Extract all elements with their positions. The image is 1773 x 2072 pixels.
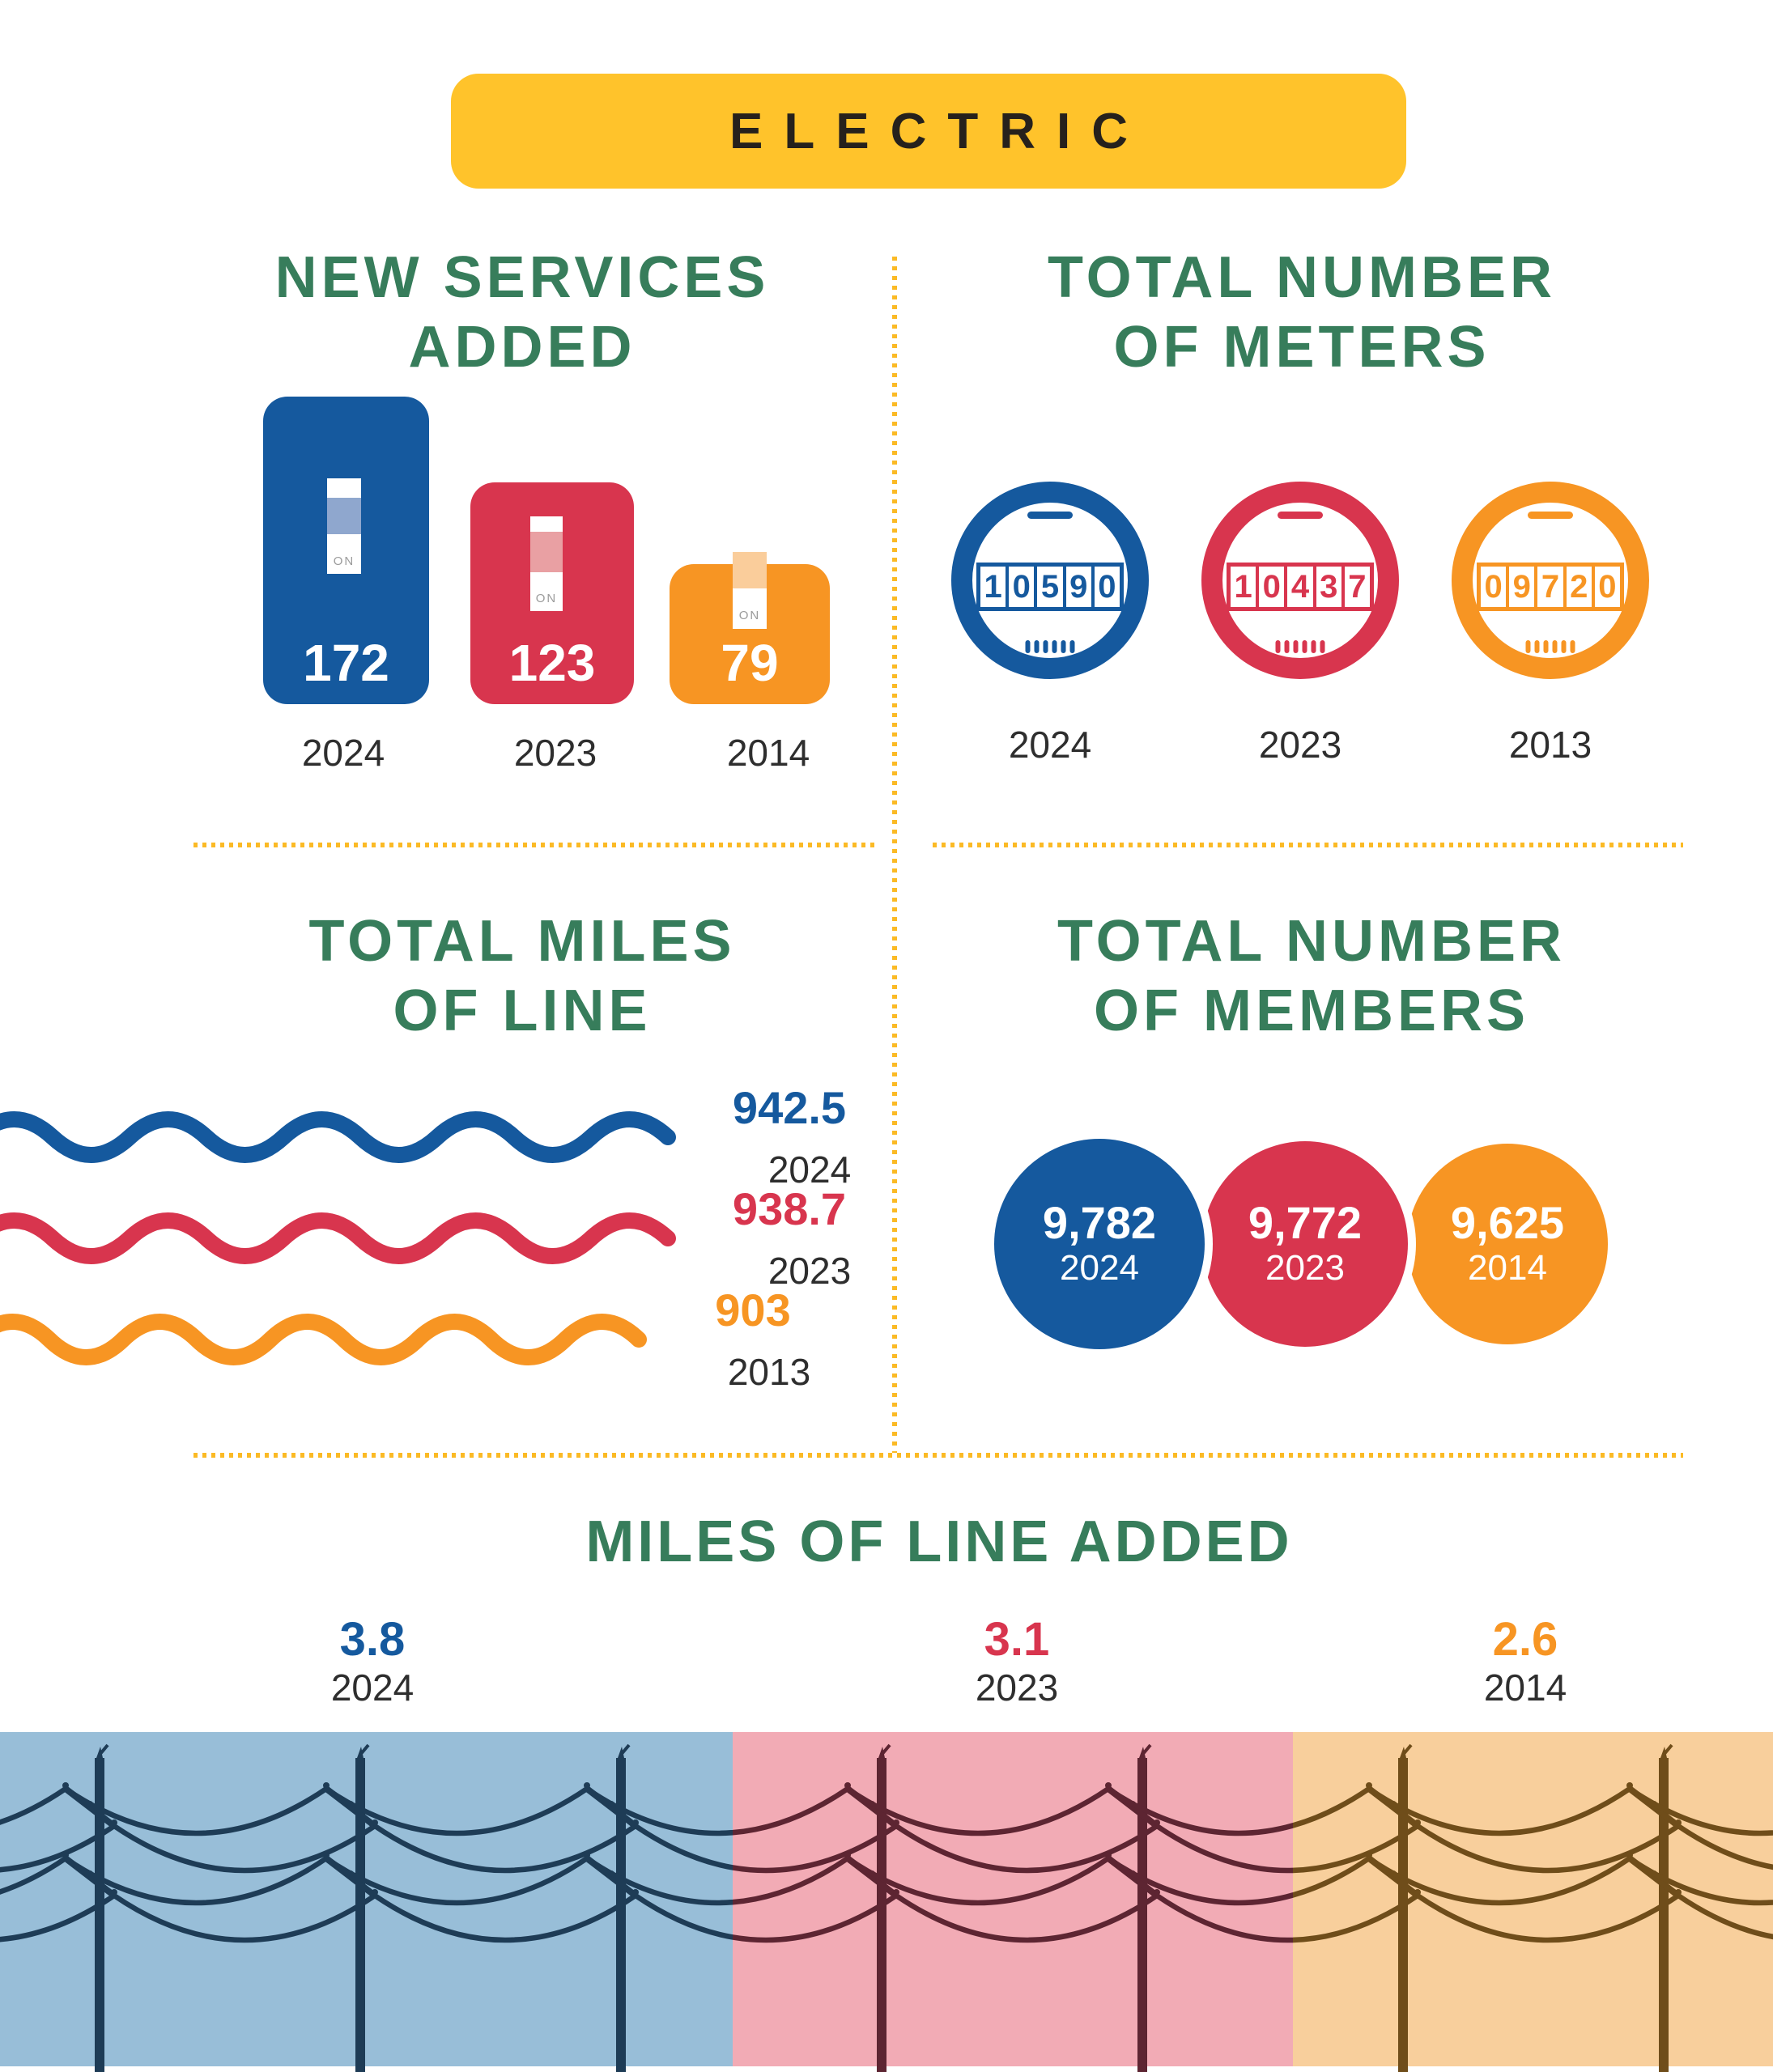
bar-2014-value: 79	[721, 634, 779, 692]
bar-2023-value: 123	[508, 634, 596, 692]
members-value-2024: 9,782	[1042, 1197, 1157, 1248]
miles-value-2023: 938.7	[732, 1183, 847, 1234]
meter-digit: 7	[1344, 567, 1371, 607]
bar-year-2023: 2023	[513, 732, 597, 774]
members-year-2014: 2014	[1468, 1248, 1547, 1288]
electric-banner: ELECTRIC	[451, 74, 1406, 189]
meter-digit: 4	[1287, 567, 1313, 607]
wave-orange	[0, 1314, 647, 1365]
miles-value-2024: 942.5	[732, 1082, 847, 1133]
meter-ticks	[1275, 640, 1325, 653]
miles-year-2024: 2024	[767, 1149, 852, 1191]
meter-dash	[1528, 512, 1573, 519]
divider-vertical	[892, 257, 897, 1453]
light-switch-icon: ON	[733, 588, 767, 629]
miles-year-2013: 2013	[727, 1351, 811, 1393]
meter-digit: 9	[1509, 567, 1535, 607]
meter-digit: 7	[1537, 567, 1563, 607]
members-circle-2024: 9,782 2024	[994, 1139, 1205, 1349]
switch-toggle	[327, 498, 361, 534]
new-services-title-line1: NEW SERVICES	[274, 245, 770, 310]
members-title-line1: TOTAL NUMBER	[1057, 909, 1566, 974]
new-services-title-line2: ADDED	[408, 315, 636, 380]
wave-red	[0, 1212, 676, 1264]
divider-horizontal-bottom	[193, 1453, 1683, 1458]
meter-digit: 0	[1009, 567, 1035, 607]
meter-digit: 0	[1259, 567, 1285, 607]
miles-added-value-2014: 2.6	[1492, 1613, 1558, 1666]
wave-blue	[0, 1111, 676, 1163]
members-year-2023: 2023	[1265, 1248, 1345, 1288]
switch-on-label: ON	[738, 609, 761, 622]
switch-toggle	[530, 532, 563, 572]
power-lines-illustration	[0, 1732, 1773, 2072]
meters-title-line1: TOTAL NUMBER	[1048, 245, 1556, 310]
bar-2024-value: 172	[303, 634, 389, 692]
meter-year-2013: 2013	[1508, 724, 1592, 766]
meter-digit: 0	[1594, 567, 1621, 607]
members-circle-2014: 9,625 2014	[1407, 1144, 1608, 1344]
members-circle-2023: 9,772 2023	[1202, 1141, 1408, 1347]
meter-ticks	[1025, 640, 1075, 653]
wavy-lines-icon	[0, 1111, 676, 1365]
members-value-2014: 9,625	[1450, 1197, 1565, 1248]
meter-year-2024: 2024	[1008, 724, 1092, 766]
miles-added-value-2023: 3.1	[984, 1613, 1050, 1666]
meter-dash	[1027, 512, 1073, 519]
bar-year-2014: 2014	[726, 732, 810, 774]
members-year-2024: 2024	[1060, 1248, 1139, 1288]
miles-added-year-2023: 2023	[975, 1667, 1059, 1709]
miles-added-year-2024: 2024	[330, 1667, 415, 1709]
switch-on-label: ON	[333, 554, 355, 568]
meter-ticks	[1525, 640, 1575, 653]
meter-digit: 2	[1566, 567, 1592, 607]
switch-toggle	[733, 552, 767, 588]
members-title: TOTAL NUMBER OF MEMBERS	[988, 906, 1635, 1046]
bar-year-2024: 2024	[301, 732, 385, 774]
new-services-title: NEW SERVICES ADDED	[198, 243, 846, 382]
total-miles-title-line1: TOTAL MILES	[308, 909, 736, 974]
switch-on-label: ON	[535, 592, 558, 605]
miles-added-year-2014: 2014	[1483, 1667, 1567, 1709]
divider-horizontal-right	[933, 843, 1683, 847]
light-switch-icon: ON	[530, 516, 563, 611]
total-miles-title: TOTAL MILES OF LINE	[198, 906, 846, 1046]
divider-horizontal-left	[193, 843, 876, 847]
members-title-line2: OF MEMBERS	[1093, 979, 1529, 1043]
meter-digit: 9	[1065, 567, 1091, 607]
meter-digit: 1	[1231, 567, 1256, 607]
meter-digit: 5	[1037, 567, 1063, 607]
meter-digit: 3	[1316, 567, 1341, 607]
miles-value-2013: 903	[715, 1284, 791, 1335]
light-switch-icon: ON	[327, 478, 361, 574]
members-value-2023: 9,772	[1248, 1197, 1363, 1248]
banner-label: ELECTRIC	[729, 103, 1149, 159]
meter-digit: 0	[1094, 567, 1120, 607]
total-miles-title-line2: OF LINE	[393, 979, 652, 1043]
meter-digit: 1	[980, 567, 1006, 607]
miles-year-2023: 2023	[767, 1250, 852, 1292]
meter-year-2023: 2023	[1258, 724, 1342, 766]
miles-added-value-2024: 3.8	[339, 1613, 406, 1666]
meter-digit: 0	[1481, 567, 1507, 607]
meters-title: TOTAL NUMBER OF METERS	[978, 243, 1626, 382]
miles-added-title: MILES OF LINE ADDED	[585, 1509, 1293, 1574]
meters-title-line2: OF METERS	[1113, 315, 1490, 380]
meter-dash	[1278, 512, 1323, 519]
